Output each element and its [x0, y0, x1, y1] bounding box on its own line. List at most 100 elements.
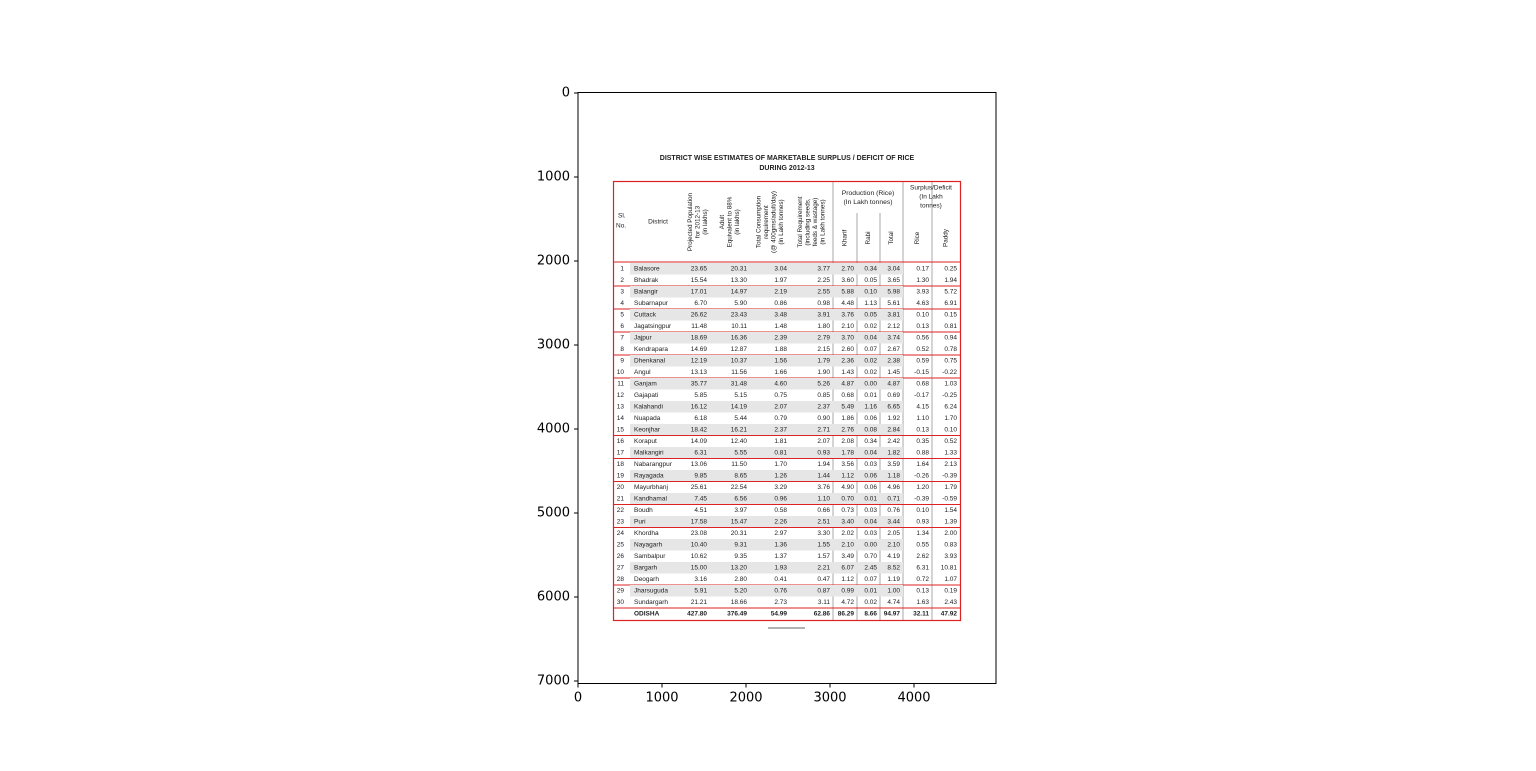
- cell: 3.56: [841, 461, 854, 468]
- cell: 1.10: [916, 415, 929, 422]
- cell: 0.78: [944, 346, 957, 353]
- cell: 2.07: [774, 403, 787, 410]
- cell: 12.40: [731, 438, 748, 445]
- header: Paddy: [943, 228, 950, 247]
- cell: 2.25: [817, 277, 830, 284]
- cell: 13.13: [691, 369, 708, 376]
- cell: 3.60: [841, 277, 854, 284]
- cell: 1.44: [817, 472, 830, 479]
- cell: 14.09: [691, 438, 708, 445]
- cell: 0.72: [916, 576, 929, 583]
- cell: 0.81: [944, 323, 957, 330]
- cell: 18: [617, 461, 625, 468]
- cell: 3.74: [887, 334, 900, 341]
- row-shade: [630, 309, 903, 321]
- cell: 2.00: [944, 530, 957, 537]
- cell: 9: [620, 357, 624, 364]
- cell: 1.48: [774, 323, 787, 330]
- cell: 10: [617, 369, 625, 376]
- cell: 2.08: [841, 438, 854, 445]
- cell: 3.49: [841, 553, 854, 560]
- x-tick-label: 0: [574, 691, 582, 706]
- cell: 1.70: [944, 415, 957, 422]
- cell: 20: [617, 484, 625, 491]
- cell: -0.59: [942, 495, 957, 502]
- y-tick-label: 4000: [537, 422, 570, 437]
- cell: 0.10: [944, 426, 957, 433]
- cell: 0.02: [864, 599, 877, 606]
- cell: 4.63: [916, 300, 929, 307]
- row-shade: [630, 585, 903, 597]
- row-shade: [630, 447, 903, 459]
- cell: 0.04: [864, 334, 877, 341]
- cell: 1: [620, 265, 624, 272]
- cell: Boudh: [634, 507, 653, 514]
- cell: 6.70: [694, 300, 707, 307]
- cell: 0.06: [864, 415, 877, 422]
- row-shade: [630, 286, 903, 298]
- cell: 30: [617, 599, 625, 606]
- cell: 14.69: [691, 346, 708, 353]
- cell: 2.79: [817, 334, 830, 341]
- cell: 0.34: [864, 265, 877, 272]
- row-shade: [630, 355, 903, 367]
- cell: Malkangiri: [634, 449, 664, 456]
- cell: 1.70: [774, 461, 787, 468]
- cell: 0.13: [916, 587, 929, 594]
- cell: 4.74: [887, 599, 900, 606]
- y-tick-label: 1000: [537, 170, 570, 185]
- cell: 16.36: [731, 334, 748, 341]
- cell: Kandhamal: [634, 495, 667, 502]
- cell: 0.76: [774, 587, 787, 594]
- total-cell: 62.86: [814, 611, 831, 618]
- cell: 25: [617, 541, 625, 548]
- cell: 1.92: [887, 415, 900, 422]
- cell: Balangir: [634, 288, 659, 295]
- cell: 0.13: [916, 426, 929, 433]
- cell: 22: [617, 507, 625, 514]
- cell: 16.21: [731, 426, 748, 433]
- cell: -0.22: [942, 369, 957, 376]
- cell: 1.34: [916, 530, 929, 537]
- cell: 0.75: [944, 357, 957, 364]
- cell: 10.62: [691, 553, 708, 560]
- cell: 4: [620, 300, 624, 307]
- total-cell: ODISHA: [634, 611, 660, 618]
- cell: 1.26: [774, 472, 787, 479]
- cell: 0.03: [864, 507, 877, 514]
- cell: 2.76: [841, 426, 854, 433]
- row-shade: [630, 539, 903, 551]
- cell: 2.12: [887, 323, 900, 330]
- cell: 0.01: [864, 495, 877, 502]
- cell: 0.66: [817, 507, 830, 514]
- cell: 1.88: [774, 346, 787, 353]
- cell: 2.97: [774, 530, 787, 537]
- cell: 10.40: [691, 541, 708, 548]
- cell: 9.85: [694, 472, 707, 479]
- cell: 21: [617, 495, 625, 502]
- cell: 7: [620, 334, 624, 341]
- cell: 15.47: [731, 518, 748, 525]
- cell: 4.90: [841, 484, 854, 491]
- cell: 5.85: [694, 392, 707, 399]
- cell: 13.30: [731, 277, 748, 284]
- cell: 8.65: [734, 472, 747, 479]
- cell: 3.81: [887, 311, 900, 318]
- cell: 0.35: [916, 438, 929, 445]
- cell: 0.52: [916, 346, 929, 353]
- cell: 0.88: [916, 449, 929, 456]
- cell: 15.00: [691, 564, 708, 571]
- cell: 1.97: [774, 277, 787, 284]
- cell: 18.66: [731, 599, 748, 606]
- cell: 2.26: [774, 518, 787, 525]
- cell: 0.52: [944, 438, 957, 445]
- cell: 5.55: [734, 449, 747, 456]
- cell: Subarnapur: [634, 300, 669, 307]
- cell: 0.59: [916, 357, 929, 364]
- cell: 0.47: [817, 576, 830, 583]
- cell: 15: [617, 426, 625, 433]
- cell: 25.61: [691, 484, 708, 491]
- cell: Jharsuguda: [634, 587, 668, 594]
